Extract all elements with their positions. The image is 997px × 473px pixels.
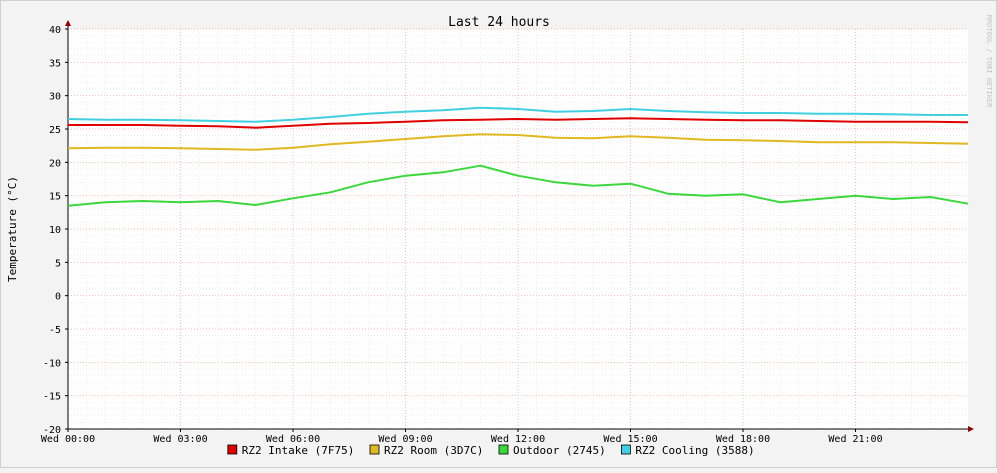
x-tick-label: Wed 15:00: [603, 434, 657, 445]
y-tick-label: 5: [55, 258, 61, 269]
y-tick-label: -5: [49, 325, 61, 336]
legend-swatch: [227, 444, 238, 455]
tick-labels: -20 -15 -10 -5 0 5 10 15 20 25 30 35 40 Wed 00:00 Wed …: [41, 25, 883, 445]
grid: [67, 28, 968, 430]
y-tick-label: 35: [49, 58, 61, 69]
x-tick-label: Wed 03:00: [153, 434, 207, 445]
series-line: [67, 106, 968, 123]
legend-swatch: [498, 444, 509, 455]
legend-label: RZ2 Room (3D7C): [384, 444, 483, 457]
series-line: [67, 164, 969, 207]
x-tick-label: Wed 18:00: [716, 434, 770, 445]
y-tick-label: 20: [49, 158, 61, 169]
y-axis-arrow: [65, 20, 71, 26]
x-tick-label: Wed 21:00: [828, 434, 882, 445]
series-line: [68, 117, 969, 129]
chart-title: Last 24 hours: [448, 15, 550, 30]
x-tick-label: Wed 06:00: [266, 434, 320, 445]
y-tick-label: 40: [49, 25, 61, 36]
x-tick-label: Wed 00:00: [41, 434, 95, 445]
legend-label: Outdoor (2745): [513, 444, 606, 457]
axes: [65, 20, 974, 432]
legend: RZ2 Intake (7F75) RZ2 Room (3D7C) Outdoor …: [227, 444, 755, 457]
series-line: [67, 133, 969, 151]
x-tick-label: Wed 12:00: [491, 434, 545, 445]
y-tick-label: -10: [43, 358, 61, 369]
legend-label: RZ2 Intake (7F75): [242, 444, 355, 457]
y-tick-label: 10: [49, 225, 61, 236]
watermark: RRDTOOL / TOBI OETIKER: [985, 15, 993, 109]
y-tick-label: -15: [43, 392, 61, 403]
x-axis-arrow: [968, 426, 974, 432]
y-tick-label: 25: [49, 125, 61, 136]
y-tick-label: 30: [49, 92, 61, 103]
series-lines: [67, 106, 969, 207]
y-axis-label: Temperature (°C): [6, 176, 19, 282]
y-tick-label: 15: [49, 192, 61, 203]
legend-label: RZ2 Cooling (3588): [635, 444, 754, 457]
legend-swatch: [621, 444, 631, 455]
y-tick-label: 0: [55, 292, 61, 303]
x-tick-label: Wed 09:00: [378, 434, 432, 445]
legend-swatch: [369, 444, 380, 455]
y-tick-label: -20: [43, 425, 61, 436]
